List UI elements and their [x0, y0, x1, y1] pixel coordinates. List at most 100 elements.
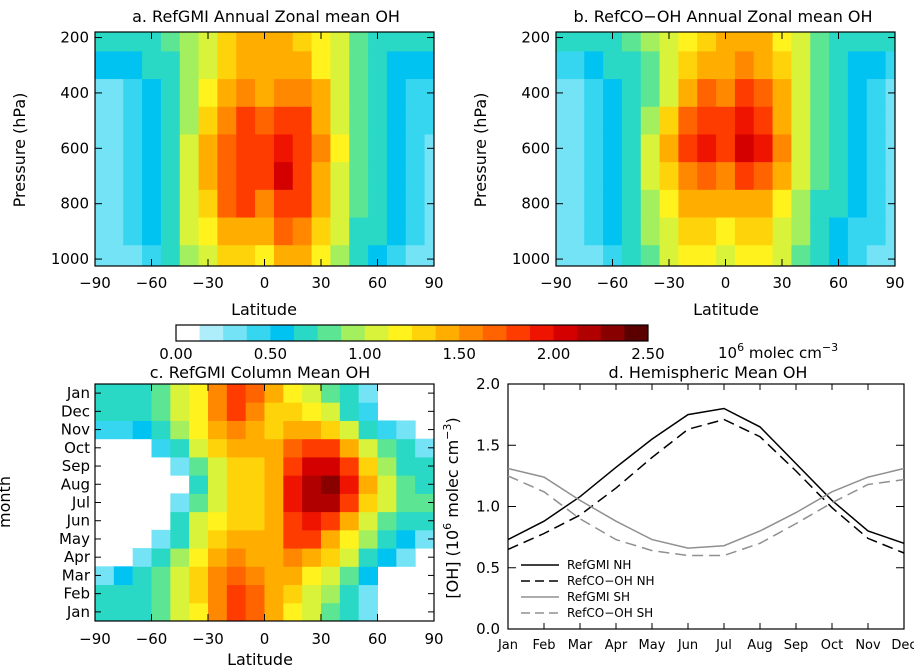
heatmap-cell: [368, 245, 388, 267]
heatmap-cell: [179, 79, 200, 108]
heatmap-cell: [716, 217, 736, 246]
heatmap-cell: [142, 51, 162, 80]
series-line: [507, 407, 905, 545]
heatmap-cell: [142, 162, 162, 191]
heatmap-cell: [283, 511, 303, 531]
colorbar-cell: [530, 325, 555, 341]
y-tick-label: 200: [60, 29, 89, 47]
heatmap-cell: [170, 438, 190, 458]
heatmap-cell: [226, 602, 247, 622]
heatmap-cell: [621, 217, 642, 246]
y-tick-label: 600: [60, 139, 89, 157]
heatmap-cell: [603, 32, 623, 52]
heatmap-cell: [396, 529, 416, 549]
heatmap-cell: [302, 566, 322, 586]
heatmap-cell: [810, 245, 830, 267]
heatmap-cell: [132, 602, 152, 622]
heatmap-cell: [311, 245, 331, 267]
heatmap-cell: [565, 32, 585, 52]
heatmap-cell: [208, 511, 228, 531]
heatmap-cell: [829, 162, 849, 191]
heatmap-cell: [189, 584, 209, 604]
heatmap-cell: [95, 402, 115, 421]
heatmap-cell: [603, 217, 623, 246]
heatmap-cell: [132, 420, 152, 440]
x-tick-label: 30: [311, 274, 330, 292]
legend-label: RefGMI NH: [567, 558, 631, 572]
heatmap-cell: [321, 584, 341, 604]
heatmap-cell: [283, 475, 303, 494]
x-tick-label: Mar: [568, 638, 593, 653]
x-tick-label: −60: [597, 274, 629, 292]
heatmap-cell: [358, 475, 378, 494]
heatmap-cell: [339, 384, 360, 403]
heatmap-cell: [151, 602, 171, 622]
heatmap-cell: [264, 456, 284, 476]
heatmap-cell: [621, 79, 642, 108]
heatmap-cell: [283, 402, 303, 421]
heatmap-cell: [810, 217, 830, 246]
heatmap-cell: [829, 79, 849, 108]
heatmap-cell: [339, 493, 360, 513]
legend-label: RefCO−OH NH: [567, 574, 655, 588]
heatmap-cell: [321, 438, 341, 458]
x-tick-label: 90: [424, 630, 443, 648]
heatmap-cell: [189, 511, 209, 531]
colorbar-cell: [341, 325, 366, 341]
heatmap-cell: [311, 134, 331, 163]
heatmap-cell: [386, 106, 407, 135]
heatmap-cell: [772, 134, 792, 163]
heatmap-cell: [772, 245, 792, 267]
heatmap-cell: [716, 134, 736, 163]
heatmap-cell: [104, 32, 124, 52]
y-tick-label: Jan: [66, 603, 90, 621]
heatmap-cell: [217, 245, 237, 267]
y-tick-label: 0.0: [476, 620, 500, 638]
heatmap-cell: [659, 106, 679, 135]
colorbar-cell: [294, 325, 319, 341]
heatmap-cell: [678, 245, 698, 267]
heatmap-cell: [198, 79, 218, 108]
heatmap-cell: [386, 134, 407, 163]
heatmap-cell: [245, 511, 265, 531]
heatmap-cell: [208, 566, 228, 586]
heatmap-cell: [565, 189, 585, 219]
heatmap-cell: [236, 217, 256, 246]
colorbar-cell: [246, 325, 271, 341]
heatmap-cell: [151, 438, 171, 458]
heatmap-cell: [866, 51, 887, 80]
heatmap-cell: [302, 402, 322, 421]
heatmap-cell: [321, 420, 341, 440]
heatmap-cell: [866, 245, 887, 267]
heatmap-cell: [245, 548, 265, 567]
heatmap-cell: [142, 189, 162, 219]
heatmap-cell: [236, 79, 256, 108]
heatmap-cell: [772, 106, 792, 135]
heatmap-cell: [104, 245, 124, 267]
y-tick-label: Aug: [61, 475, 90, 493]
heatmap-cell: [198, 245, 218, 267]
heatmap-cell: [791, 134, 811, 163]
heatmap-cell: [264, 548, 284, 567]
heatmap-cell: [734, 189, 755, 219]
heatmap-cell: [179, 245, 200, 267]
heatmap-cell: [208, 438, 228, 458]
heatmap-cell: [236, 162, 256, 191]
heatmap-cell: [810, 134, 830, 163]
heatmap-cell: [217, 51, 237, 80]
heatmap-cell: [405, 79, 426, 108]
heatmap-cell: [358, 384, 378, 403]
heatmap-cell: [189, 438, 209, 458]
heatmap-cell: [302, 384, 322, 403]
heatmap-cell: [885, 32, 896, 52]
heatmap-cell: [273, 106, 294, 135]
heatmap-cell: [113, 566, 134, 586]
heatmap-cell: [330, 189, 350, 219]
heatmap-cell: [179, 217, 200, 246]
y-tick-label: 0.5: [476, 559, 500, 577]
colorbar-cell: [506, 325, 531, 341]
heatmap-cell: [396, 456, 416, 476]
heatmap-cell: [829, 106, 849, 135]
heatmap-cell: [132, 548, 152, 567]
x-tick-label: Feb: [532, 638, 555, 653]
